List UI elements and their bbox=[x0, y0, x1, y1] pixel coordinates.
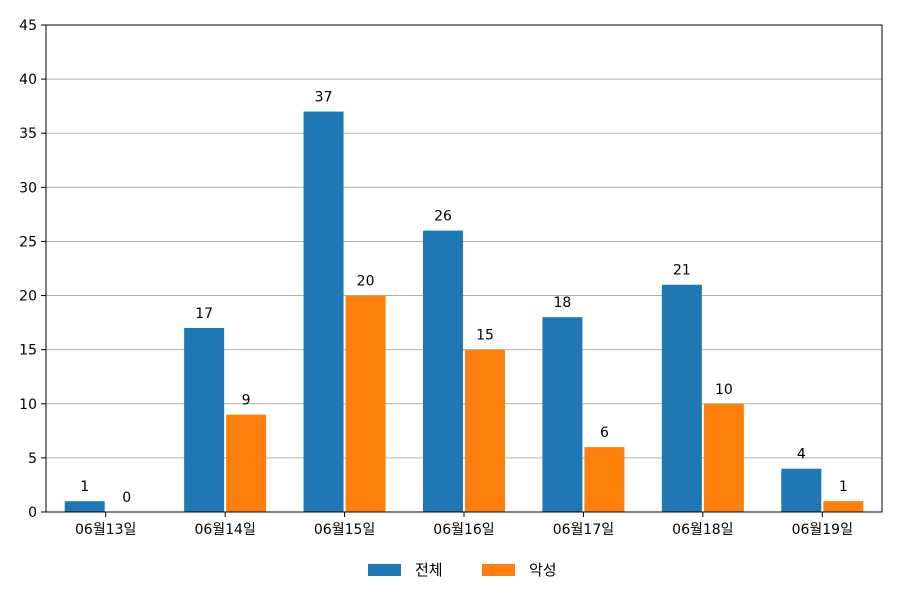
bar-malicious bbox=[703, 403, 744, 512]
bar-total bbox=[781, 468, 822, 512]
bar-malicious bbox=[465, 349, 505, 512]
bar-value-label: 1 bbox=[839, 479, 848, 495]
bar-malicious bbox=[226, 414, 267, 512]
bar-value-label: 18 bbox=[554, 295, 572, 311]
bar-total bbox=[661, 284, 702, 512]
legend-label: 악성 bbox=[529, 561, 557, 579]
y-tick-label: 40 bbox=[19, 72, 37, 88]
y-tick-label: 20 bbox=[19, 289, 37, 305]
bar-value-label: 15 bbox=[476, 328, 494, 344]
bar-total bbox=[542, 317, 583, 512]
bar-total bbox=[184, 328, 225, 512]
bar-value-label: 0 bbox=[122, 490, 131, 506]
x-tick-label: 06월18일 bbox=[672, 522, 733, 538]
bar-value-label: 9 bbox=[242, 393, 251, 409]
y-tick-label: 30 bbox=[19, 180, 37, 196]
legend-swatch bbox=[482, 564, 515, 576]
plot-frame bbox=[45, 24, 883, 513]
bar-value-label: 37 bbox=[315, 90, 333, 106]
y-tick-label: 35 bbox=[19, 126, 37, 142]
bar-value-label: 6 bbox=[600, 425, 609, 441]
x-tick-label: 06월15일 bbox=[314, 522, 375, 538]
x-axis: 06월13일 06월14일 06월15일 06월16일 06월17일 06월18일 06월1… bbox=[75, 512, 853, 538]
x-tick-label: 06월19일 bbox=[792, 522, 853, 538]
bar-total bbox=[423, 230, 463, 512]
y-tick-label: 5 bbox=[28, 451, 37, 467]
x-tick-label: 06월14일 bbox=[194, 522, 255, 538]
y-tick-label: 0 bbox=[28, 505, 37, 521]
y-tick-label: 10 bbox=[19, 397, 37, 413]
legend-label: 전체 bbox=[415, 561, 443, 579]
x-tick-label: 06월13일 bbox=[75, 522, 136, 538]
bar-malicious bbox=[584, 447, 625, 512]
bar-malicious bbox=[345, 295, 386, 512]
bar-value-label: 17 bbox=[195, 306, 213, 322]
bar-value-label: 20 bbox=[357, 274, 375, 290]
y-tick-label: 25 bbox=[19, 234, 37, 250]
bar-value-label: 10 bbox=[715, 382, 733, 398]
y-tick-label: 15 bbox=[19, 343, 37, 359]
bar-total bbox=[303, 111, 344, 513]
bars bbox=[64, 111, 864, 513]
bar-total bbox=[64, 501, 105, 512]
bar-value-label: 1 bbox=[80, 479, 89, 495]
gridlines bbox=[46, 78, 882, 459]
bar-value-label: 21 bbox=[673, 263, 691, 279]
y-tick-label: 45 bbox=[19, 18, 37, 34]
bar-value-label: 26 bbox=[434, 209, 452, 225]
legend-swatch bbox=[368, 564, 401, 576]
legend: 전체 악성 bbox=[368, 561, 557, 579]
y-axis: 0 5 10 15 20 25 30 35 40 45 bbox=[19, 18, 46, 521]
bar-malicious bbox=[823, 501, 864, 512]
x-tick-label: 06월16일 bbox=[433, 522, 494, 538]
bar-value-label: 4 bbox=[797, 447, 806, 463]
x-tick-label: 06월17일 bbox=[553, 522, 614, 538]
